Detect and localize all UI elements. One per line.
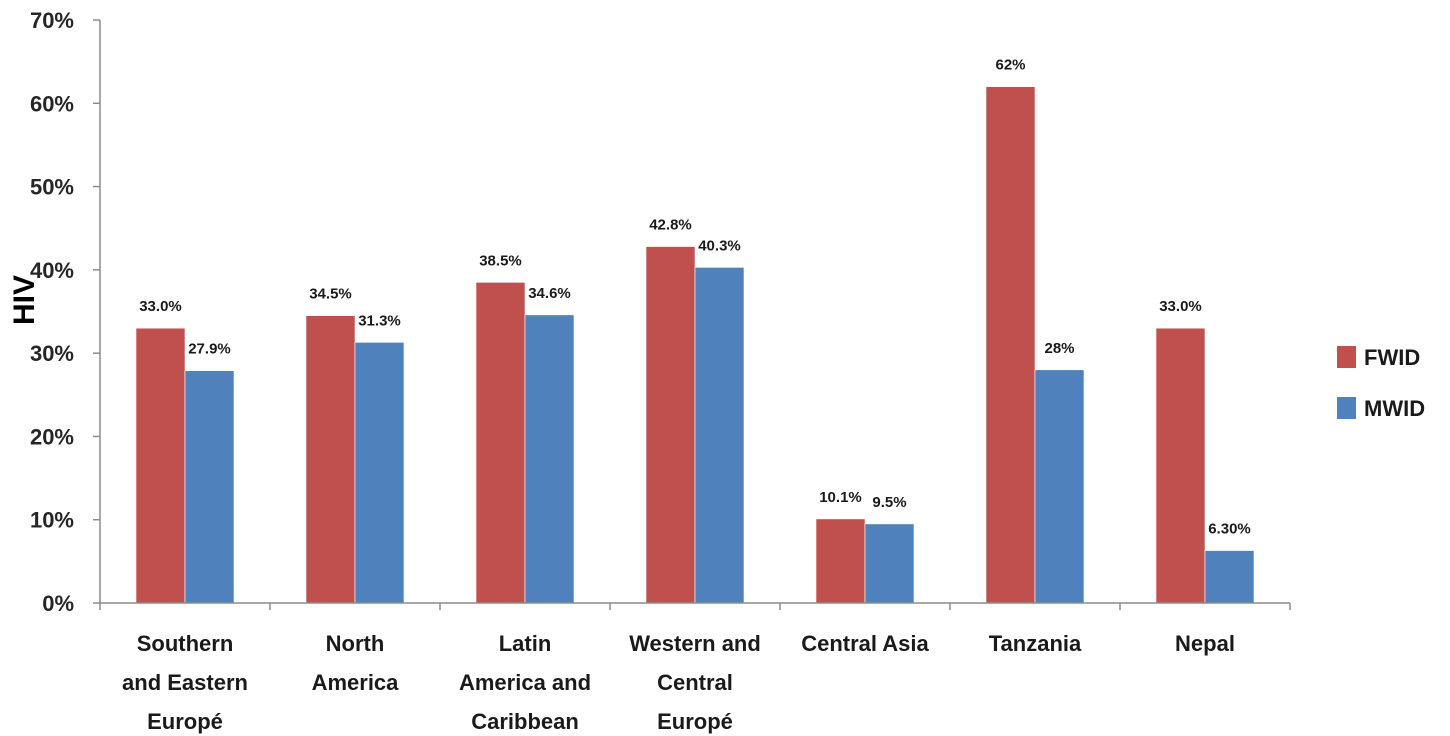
y-tick-label: 10% <box>30 508 74 533</box>
legend-swatch-mwid <box>1337 397 1356 419</box>
x-category-label-line: Central Asia <box>801 631 929 656</box>
bar-fwid <box>305 315 356 604</box>
x-category-label: Latin America and Caribbean <box>459 631 591 734</box>
y-tick-label: 20% <box>30 424 74 449</box>
bar-fwid <box>1155 327 1206 604</box>
bar-mwid <box>694 267 745 604</box>
data-label-fwid: 62% <box>995 57 1025 74</box>
bars-group <box>135 86 1255 604</box>
y-tick-label: 40% <box>30 258 74 283</box>
bar-fwid <box>135 327 186 604</box>
x-category-label: Nepal <box>1175 631 1235 656</box>
x-category-label-line: and Eastern <box>122 670 248 695</box>
y-tick-label: 70% <box>30 8 74 33</box>
data-label-mwid: 6.30% <box>1208 521 1251 538</box>
y-tick-label: 60% <box>30 91 74 116</box>
x-category-label: Central Asia <box>801 631 929 656</box>
bar-mwid <box>864 523 915 604</box>
x-category-label-line: Europé <box>147 709 223 734</box>
x-category-label-line: Tanzania <box>989 631 1082 656</box>
data-label-fwid: 10.1% <box>819 489 862 506</box>
bar-fwid <box>645 246 696 604</box>
x-category-label: Western and Central Europé <box>629 631 761 734</box>
data-label-fwid: 42.8% <box>649 217 692 234</box>
data-label-mwid: 40.3% <box>698 237 741 254</box>
x-category-label-line: Western and <box>629 631 761 656</box>
x-category-label-line: Southern <box>137 631 234 656</box>
bar-fwid <box>815 518 866 604</box>
data-label-mwid: 9.5% <box>872 494 906 511</box>
x-category-label-line: Nepal <box>1175 631 1235 656</box>
bar-fwid <box>985 86 1036 604</box>
data-label-mwid: 28% <box>1044 340 1074 357</box>
y-tick-label: 50% <box>30 175 74 200</box>
data-label-mwid: 31.3% <box>358 312 401 329</box>
bar-mwid <box>524 314 575 604</box>
data-label-fwid: 34.5% <box>309 286 352 303</box>
x-category-label-line: North <box>326 631 385 656</box>
x-category-label-line: America and <box>459 670 591 695</box>
bar-mwid <box>1034 369 1085 604</box>
data-label-fwid: 33.0% <box>1159 298 1202 315</box>
data-label-fwid: 33.0% <box>139 298 182 315</box>
x-category-label-line: Latin <box>499 631 552 656</box>
data-label-mwid: 34.6% <box>528 285 571 302</box>
x-category-label: Tanzania <box>989 631 1082 656</box>
x-category-label-line: Caribbean <box>471 709 579 734</box>
x-category-label: North America <box>312 631 400 695</box>
x-category-label-line: America <box>312 670 400 695</box>
y-axis: 0% 10% 20% 30% 40% 50% 60% 70% <box>30 8 101 616</box>
bar-mwid <box>354 342 405 604</box>
x-category-label: Southern and Eastern Europé <box>122 631 248 734</box>
x-category-label-line: Central <box>657 670 733 695</box>
legend-label-mwid: MWID <box>1364 396 1425 421</box>
data-label-fwid: 38.5% <box>479 252 522 269</box>
data-labels-group: 33.0% 34.5% 38.5% 42.8% 10.1% 62% 33.0% 27.9% 31… <box>139 57 1251 538</box>
y-tick-label: 30% <box>30 341 74 366</box>
x-category-label-line: Europé <box>657 709 733 734</box>
bar-fwid <box>475 282 526 604</box>
data-label-mwid: 27.9% <box>188 341 231 358</box>
y-tick-label: 0% <box>42 591 74 616</box>
legend-label-fwid: FWID <box>1364 345 1420 370</box>
y-axis-title: HIV <box>8 275 41 325</box>
bar-mwid <box>1204 550 1255 604</box>
legend: FWID MWID <box>1337 345 1425 421</box>
legend-swatch-fwid <box>1337 346 1356 368</box>
bar-mwid <box>184 370 235 604</box>
x-axis: Southern and Eastern Europé North America Lat… <box>99 602 1291 734</box>
